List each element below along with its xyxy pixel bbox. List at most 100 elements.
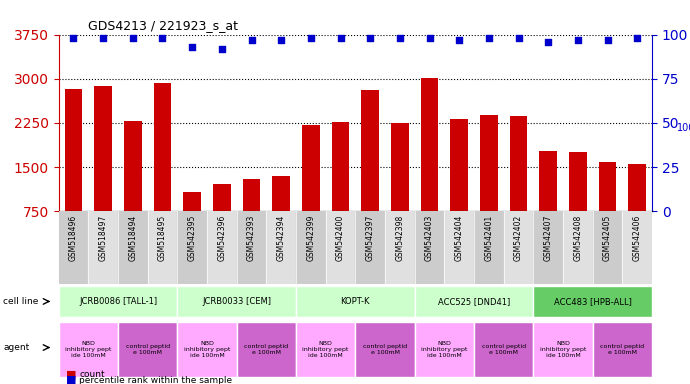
Bar [184, 192, 201, 211]
Point [217, 46, 228, 52]
Text: GSM542404: GSM542404 [455, 215, 464, 261]
Bar [540, 151, 557, 211]
Y-axis label: 100%: 100% [677, 123, 690, 133]
Bar [599, 162, 616, 211]
Bar [533, 211, 563, 284]
Bar [207, 211, 237, 284]
Bar [243, 179, 260, 211]
Text: GSM542406: GSM542406 [633, 215, 642, 261]
Text: GSM518494: GSM518494 [128, 215, 137, 261]
Text: GSM542393: GSM542393 [247, 215, 256, 261]
Bar [569, 152, 586, 211]
Bar [385, 211, 415, 284]
Text: percentile rank within the sample: percentile rank within the sample [79, 376, 233, 384]
Bar [391, 124, 408, 211]
Point [306, 35, 317, 41]
Bar [451, 119, 468, 211]
Bar [332, 122, 349, 211]
Bar [629, 164, 646, 211]
Bar [326, 211, 355, 284]
Bar [59, 211, 88, 284]
Text: JCRB0033 [CEM]: JCRB0033 [CEM] [202, 297, 271, 306]
Point [454, 37, 465, 43]
Text: ACC483 [HPB-ALL]: ACC483 [HPB-ALL] [554, 297, 631, 306]
FancyBboxPatch shape [474, 322, 533, 377]
FancyBboxPatch shape [415, 322, 474, 377]
Text: NBD
inhibitory pept
ide 100mM: NBD inhibitory pept ide 100mM [421, 341, 468, 358]
Text: GSM542396: GSM542396 [217, 215, 226, 261]
Text: GSM518496: GSM518496 [69, 215, 78, 261]
Text: control peptid
e 100mM: control peptid e 100mM [126, 344, 170, 355]
FancyBboxPatch shape [237, 322, 296, 377]
Text: GSM542394: GSM542394 [277, 215, 286, 261]
Text: GSM542402: GSM542402 [514, 215, 523, 261]
Text: JCRB0086 [TALL-1]: JCRB0086 [TALL-1] [79, 297, 157, 306]
Point [602, 37, 613, 43]
Text: control peptid
e 100mM: control peptid e 100mM [482, 344, 526, 355]
Point [424, 35, 435, 41]
Bar [415, 211, 444, 284]
Point [513, 35, 524, 41]
Bar [88, 211, 118, 284]
Bar [237, 211, 266, 284]
Text: GSM542395: GSM542395 [188, 215, 197, 261]
Point [276, 37, 287, 43]
FancyBboxPatch shape [177, 322, 237, 377]
Bar [362, 91, 379, 211]
FancyBboxPatch shape [593, 322, 652, 377]
Point [246, 37, 257, 43]
Point [98, 35, 109, 41]
Text: agent: agent [3, 343, 30, 352]
FancyBboxPatch shape [415, 286, 533, 317]
Text: GSM542403: GSM542403 [425, 215, 434, 261]
Text: ACC525 [DND41]: ACC525 [DND41] [438, 297, 510, 306]
FancyBboxPatch shape [177, 286, 296, 317]
Bar [480, 115, 497, 211]
FancyBboxPatch shape [118, 322, 177, 377]
FancyBboxPatch shape [59, 322, 118, 377]
Text: GDS4213 / 221923_s_at: GDS4213 / 221923_s_at [88, 19, 238, 32]
Text: control peptid
e 100mM: control peptid e 100mM [363, 344, 407, 355]
Bar [510, 116, 527, 211]
Point [128, 35, 139, 41]
Point [335, 35, 346, 41]
Text: GSM542408: GSM542408 [573, 215, 582, 261]
Text: control peptid
e 100mM: control peptid e 100mM [244, 344, 288, 355]
Bar [504, 211, 533, 284]
Text: GSM518495: GSM518495 [158, 215, 167, 261]
Text: GSM542398: GSM542398 [395, 215, 404, 261]
Point [543, 38, 554, 45]
Point [365, 35, 376, 41]
Bar [213, 184, 230, 211]
Text: NBD
inhibitory pept
ide 100mM: NBD inhibitory pept ide 100mM [302, 341, 349, 358]
Point [395, 35, 406, 41]
Text: NBD
inhibitory pept
ide 100mM: NBD inhibitory pept ide 100mM [540, 341, 586, 358]
Text: NBD
inhibitory pept
ide 100mM: NBD inhibitory pept ide 100mM [65, 341, 112, 358]
Bar [154, 83, 171, 211]
Text: count: count [79, 371, 105, 379]
Bar [118, 211, 148, 284]
FancyBboxPatch shape [59, 286, 177, 317]
FancyBboxPatch shape [296, 322, 355, 377]
Bar [124, 121, 141, 211]
Text: ■: ■ [66, 375, 76, 384]
Point [157, 35, 168, 41]
Text: GSM542401: GSM542401 [484, 215, 493, 261]
Point [68, 35, 79, 41]
Text: GSM542407: GSM542407 [544, 215, 553, 261]
Bar [148, 211, 177, 284]
Text: cell line: cell line [3, 297, 39, 306]
Text: GSM542399: GSM542399 [306, 215, 315, 261]
Bar [622, 211, 652, 284]
Bar [296, 211, 326, 284]
Bar [593, 211, 622, 284]
Text: control peptid
e 100mM: control peptid e 100mM [600, 344, 644, 355]
Text: GSM542400: GSM542400 [336, 215, 345, 261]
Text: NBD
inhibitory pept
ide 100mM: NBD inhibitory pept ide 100mM [184, 341, 230, 358]
FancyBboxPatch shape [533, 322, 593, 377]
FancyBboxPatch shape [533, 286, 652, 317]
Bar [95, 86, 112, 211]
Bar [65, 89, 82, 211]
Bar [302, 125, 319, 211]
Point [186, 44, 198, 50]
